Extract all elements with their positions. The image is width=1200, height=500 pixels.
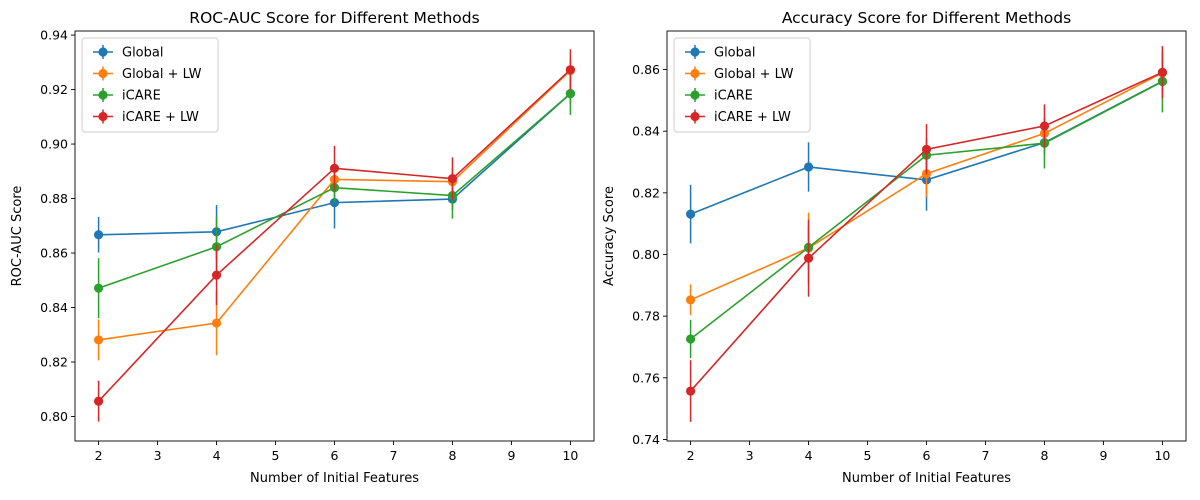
roc-auc-y-tick-label: 0.94: [40, 28, 68, 43]
accuracy-data-point: [921, 144, 932, 154]
accuracy-y-tick-label: 0.78: [632, 309, 660, 324]
roc-auc-chart: ROC-AUC Score for Different Methods 2 3 4 5 6…: [10, 9, 595, 486]
accuracy-x-tick-label: 5: [864, 448, 872, 463]
accuracy-y-tick-label: 0.84: [632, 124, 660, 139]
accuracy-data-point: [685, 334, 696, 344]
roc-auc-y-tick-label: 0.82: [40, 354, 68, 369]
accuracy-legend: Global Global + LW iCARE iCARE + LW: [673, 37, 811, 133]
roc-auc-data-point: [93, 230, 104, 240]
accuracy-data-point: [803, 162, 814, 172]
accuracy-data-point: [803, 253, 814, 263]
accuracy-plot-frame: [666, 30, 1187, 442]
roc-auc-data-point: [329, 163, 340, 173]
accuracy-chart-title: Accuracy Score for Different Methods: [782, 9, 1071, 27]
roc-auc-legend-item: Global + LW: [93, 66, 202, 82]
roc-auc-legend-label: iCARE: [122, 89, 161, 104]
roc-auc-legend-marker: [98, 68, 108, 79]
roc-auc-data-point: [211, 270, 222, 280]
accuracy-legend-item: Global + LW: [685, 66, 794, 82]
roc-auc-x-tick-label: 7: [390, 448, 398, 463]
roc-auc-legend-item: iCARE: [93, 88, 161, 104]
accuracy-legend-item: iCARE + LW: [685, 109, 791, 125]
roc-auc-legend-item: Global: [93, 45, 163, 61]
roc-auc-x-tick-label: 6: [331, 448, 339, 463]
accuracy-legend-label: iCARE: [714, 89, 753, 104]
roc-auc-x-axis-label: Number of Initial Features: [250, 471, 419, 486]
accuracy-data-point: [1157, 67, 1168, 77]
roc-auc-x-tick-label: 3: [154, 448, 162, 463]
roc-auc-x-tick-label: 8: [448, 448, 456, 463]
roc-auc-x-tick-label: 10: [562, 448, 578, 463]
accuracy-x-tick-label: 10: [1154, 448, 1170, 463]
accuracy-legend-label: Global: [714, 46, 755, 61]
accuracy-legend-marker: [690, 47, 700, 57]
roc-auc-legend-marker: [98, 47, 108, 57]
roc-auc-legend-label: Global: [122, 46, 163, 61]
roc-auc-y-tick-label: 0.84: [40, 300, 68, 315]
roc-auc-plot-frame: [74, 30, 595, 442]
accuracy-x-tick-label: 2: [687, 448, 695, 463]
accuracy-y-tick-label: 0.82: [632, 185, 660, 200]
roc-auc-data-point: [93, 335, 104, 345]
accuracy-x-tick-label: 8: [1040, 448, 1048, 463]
roc-auc-x-tick-label: 2: [95, 448, 103, 463]
roc-auc-data-point: [93, 283, 104, 293]
roc-auc-x-tick-label: 5: [272, 448, 280, 463]
accuracy-legend-marker: [690, 68, 700, 79]
roc-auc-data-point: [565, 65, 576, 75]
roc-auc-y-tick-label: 0.90: [40, 137, 68, 152]
roc-auc-y-tick-label: 0.92: [40, 82, 68, 97]
roc-auc-data-point: [565, 89, 576, 99]
accuracy-legend-item: iCARE: [685, 88, 753, 104]
roc-auc-legend-label: iCARE + LW: [122, 110, 199, 125]
accuracy-x-tick-label: 3: [746, 448, 754, 463]
accuracy-x-tick-label: 6: [923, 448, 931, 463]
accuracy-legend-item: Global: [685, 45, 755, 61]
accuracy-data-point: [1039, 121, 1050, 131]
accuracy-y-tick-label: 0.80: [632, 247, 660, 262]
roc-auc-data-point: [211, 318, 222, 328]
roc-auc-legend-box: [81, 37, 219, 133]
roc-auc-data-point: [447, 174, 458, 184]
accuracy-legend-box: [673, 37, 811, 133]
roc-auc-y-tick-label: 0.88: [40, 191, 68, 206]
accuracy-y-tick-label: 0.86: [632, 62, 660, 77]
roc-auc-legend-item: iCARE + LW: [93, 109, 199, 125]
roc-auc-x-tick-label: 9: [507, 448, 515, 463]
roc-auc-y-axis-label: ROC-AUC Score: [10, 186, 25, 287]
accuracy-y-tick-label: 0.76: [632, 370, 660, 385]
accuracy-legend-marker: [690, 111, 700, 122]
accuracy-x-tick-label: 9: [1099, 448, 1107, 463]
accuracy-series-3: [685, 46, 1168, 422]
accuracy-legend-label: Global + LW: [714, 67, 794, 82]
roc-auc-legend: Global Global + LW iCARE iCARE + LW: [81, 37, 219, 133]
accuracy-x-tick-label: 4: [805, 448, 813, 463]
accuracy-x-axis-label: Number of Initial Features: [842, 471, 1011, 486]
accuracy-data-point: [685, 386, 696, 396]
roc-auc-legend-marker: [98, 111, 108, 122]
roc-auc-y-tick-label: 0.80: [40, 409, 68, 424]
roc-auc-x-tick-label: 4: [213, 448, 221, 463]
roc-auc-series-3: [93, 49, 576, 422]
roc-auc-data-point: [93, 396, 104, 406]
roc-auc-chart-title: ROC-AUC Score for Different Methods: [189, 9, 479, 27]
accuracy-chart: Accuracy Score for Different Methods 2 3 4 5…: [602, 9, 1187, 486]
roc-auc-y-tick-label: 0.86: [40, 246, 68, 261]
accuracy-y-axis-label: Accuracy Score: [602, 186, 617, 286]
roc-auc-legend-marker: [98, 90, 108, 100]
accuracy-y-tick-label: 0.74: [632, 432, 660, 447]
roc-auc-legend-label: Global + LW: [122, 67, 202, 82]
accuracy-legend-label: iCARE + LW: [714, 110, 791, 125]
accuracy-legend-marker: [690, 90, 700, 100]
accuracy-data-point: [685, 295, 696, 305]
accuracy-data-point: [685, 209, 696, 219]
accuracy-x-tick-label: 7: [982, 448, 990, 463]
